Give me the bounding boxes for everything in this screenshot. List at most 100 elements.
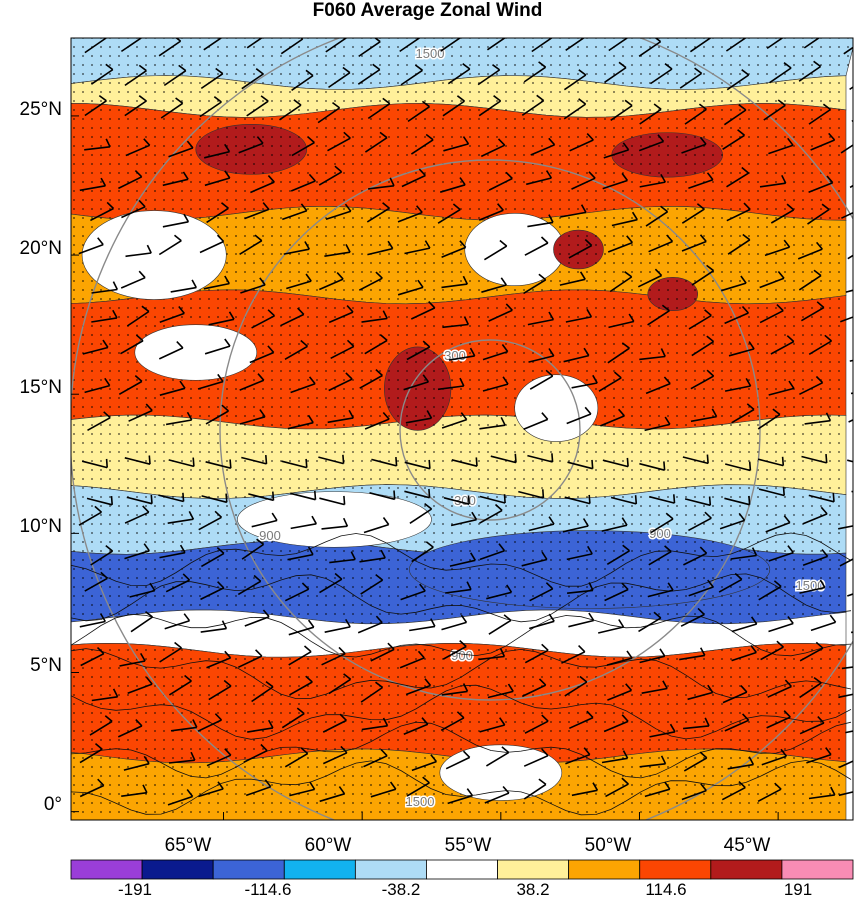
wind-barb-feather	[138, 270, 146, 279]
wind-barb-feather	[499, 648, 506, 657]
wind-barb-feather	[501, 344, 509, 353]
wind-barb	[81, 460, 108, 469]
wind-barb-feather	[178, 64, 187, 72]
wind-barb-feather	[740, 275, 747, 284]
wind-barb	[565, 753, 591, 765]
wind-barb-feather	[548, 613, 555, 622]
wind-barb-feather	[825, 412, 832, 422]
wind-barb-feather	[622, 142, 630, 151]
coastline	[71, 684, 852, 740]
wind-barb	[165, 579, 190, 593]
wind-barb	[290, 523, 317, 530]
colorbar-swatch	[212, 859, 285, 880]
wind-barb-feather	[824, 334, 833, 342]
wind-barb	[602, 459, 629, 468]
wind-barb	[281, 460, 307, 469]
wind-barb	[443, 645, 467, 660]
wind-feature	[439, 744, 563, 801]
wind-barb-feather	[541, 412, 549, 420]
wind-barb	[799, 722, 825, 735]
wind-barb-feather	[305, 273, 312, 282]
wind-barb-feather	[622, 544, 631, 552]
wind-barb	[564, 496, 591, 505]
wind-barb-feather	[100, 613, 106, 622]
wind-barb	[766, 38, 784, 50]
wind-barb	[650, 518, 674, 534]
wind-barb-feather	[256, 538, 265, 546]
wind-barb-feather	[621, 777, 629, 785]
wind-barb-feather	[578, 98, 587, 105]
wind-barb	[120, 38, 143, 53]
wind-barb	[691, 270, 715, 286]
wind-barb	[370, 788, 397, 798]
wind-barb-feather	[666, 234, 674, 243]
wind-barb	[442, 100, 465, 117]
wind-barb-feather	[663, 461, 666, 471]
wind-barb-feather	[541, 551, 548, 560]
wind-barb-feather	[734, 572, 743, 580]
wind-barb-feather	[389, 177, 395, 187]
wind-barb-feather	[112, 688, 119, 698]
wind-barb-feather	[188, 511, 195, 520]
wind-barb	[528, 523, 555, 532]
wind-barb-feather	[505, 303, 513, 311]
wind-barb-feather	[104, 377, 111, 387]
wind-barb-feather	[743, 202, 751, 210]
wind-barb	[200, 627, 227, 633]
wind-barb-feather	[469, 347, 476, 357]
wind-barb	[759, 309, 784, 324]
wind-barb	[367, 247, 393, 256]
wind-barb	[600, 415, 625, 427]
wind-barb-feather	[551, 453, 554, 463]
wind-barb-feather	[830, 786, 836, 796]
wind-barb-feather	[224, 748, 232, 756]
wind-barb	[606, 657, 633, 666]
wind-barb	[848, 419, 853, 423]
wind-barb	[358, 277, 383, 291]
x-tick-label: 65°W	[164, 835, 212, 856]
wind-barb-feather	[190, 751, 196, 761]
wind-barb-feather	[375, 271, 383, 279]
wind-barb	[327, 137, 351, 152]
wind-barb	[724, 497, 750, 506]
wind-barb	[523, 66, 547, 83]
wind-barb	[607, 689, 632, 701]
wind-barb-feather	[697, 607, 705, 616]
wind-barb-feather	[821, 548, 829, 557]
wind-barb	[159, 647, 182, 663]
wind-barb	[561, 651, 586, 664]
wind-barb-feather	[540, 236, 549, 244]
wind-barb-feather	[105, 458, 108, 468]
wind-barb-feather	[580, 204, 587, 213]
stipple-band	[71, 643, 846, 763]
colorbar-swatch	[283, 859, 356, 880]
wind-barb-feather	[345, 244, 351, 253]
wind-barb	[407, 106, 430, 123]
wind-barb-feather	[748, 756, 755, 765]
wind-barb-feather	[623, 31, 630, 36]
wind-barb-feather	[110, 496, 113, 505]
wind-barb	[838, 525, 853, 530]
wind-barb-feather	[182, 492, 185, 502]
wind-barb	[159, 551, 186, 559]
wind-barb-feather	[307, 414, 314, 424]
wind-barb	[198, 788, 224, 798]
wind-barb-feather	[213, 96, 222, 103]
wind-barb	[449, 559, 476, 567]
wind-barb	[411, 546, 434, 563]
wind-barb	[727, 239, 751, 255]
wind-barb	[327, 417, 354, 424]
wind-barb-feather	[548, 137, 556, 146]
wind-barb	[364, 418, 390, 430]
y-tick-label: 15°N	[19, 377, 62, 398]
wind-barb-feather	[332, 101, 341, 109]
wind-barb-feather	[96, 647, 105, 655]
wind-barb-feather	[669, 723, 676, 733]
wind-barb	[283, 248, 310, 255]
wind-barb	[683, 552, 707, 566]
wind-barb-feather	[705, 32, 712, 37]
wind-barb-feather	[704, 511, 712, 519]
wind-barb-feather	[191, 279, 198, 288]
wind-barb	[604, 66, 627, 83]
wind-barb	[443, 143, 469, 152]
